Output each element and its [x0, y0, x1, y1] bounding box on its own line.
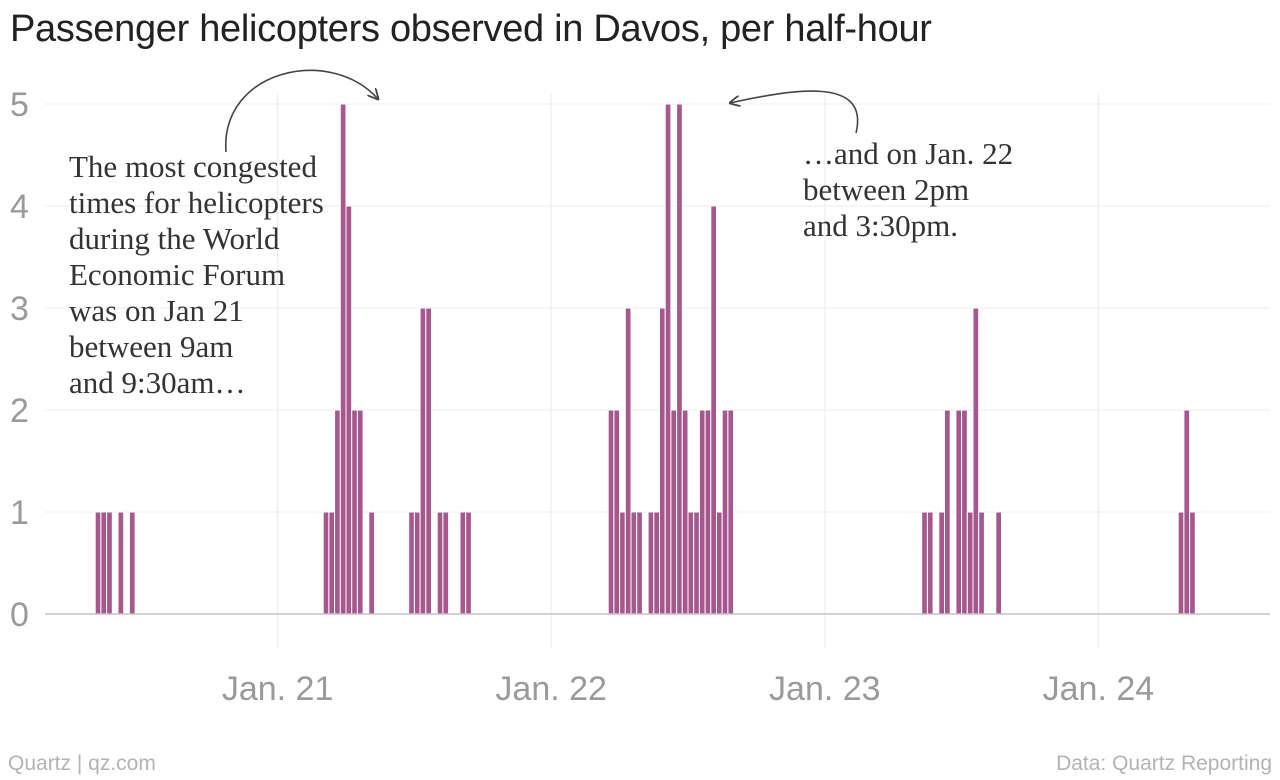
- bar: [465, 511, 472, 615]
- bar: [613, 409, 621, 615]
- bar: [630, 511, 638, 615]
- annotation-jan21-line: during the World: [69, 221, 280, 256]
- annotation-jan21-line: was on Jan 21: [69, 293, 244, 328]
- gridlines: [45, 94, 1270, 648]
- bar: [653, 511, 660, 615]
- bar: [659, 307, 666, 615]
- annotation-arrow-jan22: [730, 90, 859, 134]
- bar: [636, 511, 643, 615]
- bar: [322, 511, 330, 615]
- bar: [938, 511, 945, 615]
- bar: [100, 511, 108, 615]
- annotation-jan21-line: times for helicopters: [69, 185, 324, 220]
- bar: [607, 409, 615, 615]
- bar: [721, 409, 729, 615]
- annotation-jan22: …and on Jan. 22 between 2pm and 3:30pm.: [803, 136, 1013, 243]
- bar: [117, 511, 125, 615]
- annotation-arrow-jan21: [225, 69, 378, 153]
- bar: [408, 511, 415, 615]
- bar: [972, 307, 980, 615]
- bar: [727, 409, 735, 615]
- bar: [128, 511, 136, 615]
- bar: [356, 409, 364, 615]
- bar: [944, 409, 951, 615]
- annotation-jan22-line: between 2pm: [803, 172, 969, 207]
- bar: [995, 511, 1002, 615]
- bar: [1189, 511, 1196, 615]
- bar: [704, 409, 712, 615]
- bar: [345, 205, 353, 615]
- annotation-jan22-line: and 3:30pm.: [803, 208, 958, 243]
- bar: [716, 511, 723, 615]
- footer-credit: Quartz | qz.com: [8, 752, 156, 775]
- bar: [921, 511, 928, 615]
- bar: [670, 409, 678, 615]
- x-tick-label: Jan. 22: [495, 670, 607, 708]
- annotation-jan21-line: and 9:30am…: [69, 365, 246, 400]
- bar: [351, 409, 358, 615]
- bar: [926, 511, 934, 615]
- y-tick-label-2: 2: [10, 392, 29, 430]
- bar: [681, 409, 689, 615]
- bar: [966, 511, 974, 615]
- chart-title: Passenger helicopters observed in Davos,…: [10, 8, 932, 50]
- bar: [676, 103, 683, 615]
- x-tick-label: Jan. 21: [222, 670, 334, 708]
- bar: [687, 511, 695, 615]
- bar: [619, 511, 626, 615]
- bar: [94, 511, 102, 615]
- bar: [328, 511, 336, 615]
- bar: [436, 511, 444, 615]
- annotation-jan21-line: The most congested: [69, 149, 317, 184]
- annotation-jan21-line: between 9am: [69, 329, 233, 364]
- bar: [442, 511, 450, 615]
- bar: [710, 205, 717, 615]
- x-tick-label: Jan. 24: [1043, 670, 1155, 708]
- annotations: The most congested times for helicopters d…: [69, 69, 1013, 400]
- y-tick-label-1: 1: [10, 494, 29, 532]
- y-axis: 0 1 2 3 4 5: [10, 86, 29, 634]
- bar: [647, 511, 655, 615]
- bar: [1177, 511, 1185, 615]
- annotation-jan22-line: …and on Jan. 22: [803, 136, 1013, 171]
- bar: [698, 409, 706, 615]
- bar: [664, 103, 672, 615]
- bar: [961, 409, 968, 615]
- bar: [106, 511, 113, 615]
- bar: [693, 511, 700, 615]
- footer-source: Data: Quartz Reporting: [1056, 752, 1272, 775]
- x-tick-label: Jan. 23: [769, 670, 881, 708]
- annotation-jan21-line: Economic Forum: [69, 257, 285, 292]
- annotation-jan21: The most congested times for helicopters d…: [69, 149, 324, 400]
- bar: [339, 103, 347, 615]
- bar: [334, 409, 341, 615]
- bar: [425, 307, 432, 615]
- y-tick-label-5: 5: [10, 86, 29, 124]
- bars: [94, 103, 1196, 615]
- bar: [413, 511, 421, 615]
- y-tick-label-3: 3: [10, 290, 29, 328]
- bar: [624, 307, 632, 615]
- bar: [419, 307, 427, 615]
- x-axis-ticks: Jan. 21 Jan. 22 Jan. 23 Jan. 24: [222, 670, 1154, 708]
- y-tick-label-0: 0: [10, 596, 29, 634]
- bar: [368, 511, 375, 615]
- bar: [978, 511, 985, 615]
- bar: [1183, 409, 1191, 615]
- bar: [459, 511, 467, 615]
- bar: [955, 409, 963, 615]
- y-tick-label-4: 4: [10, 188, 29, 226]
